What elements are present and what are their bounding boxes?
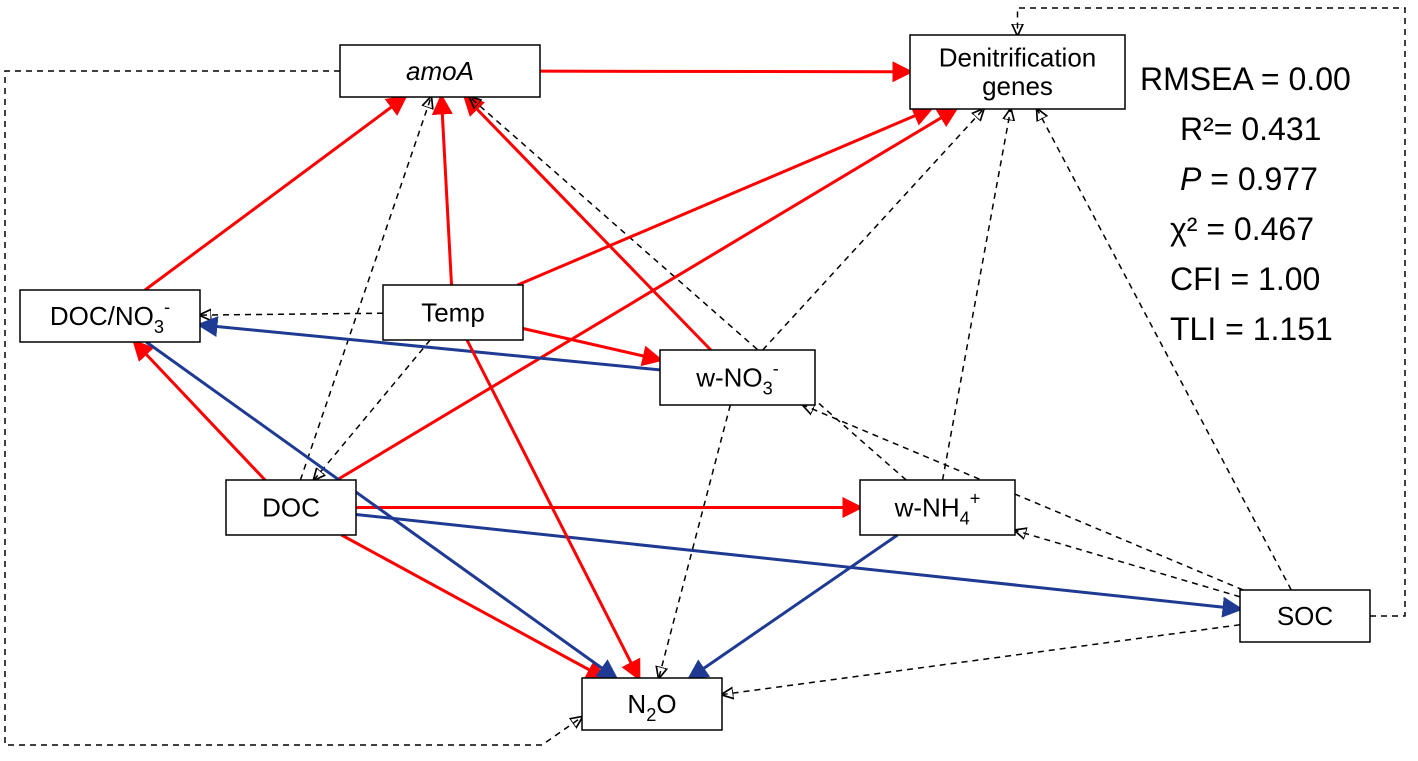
node-denit-label1: Denitrification — [939, 42, 1097, 72]
edge-temp-docno3 — [200, 313, 383, 315]
stat-4: CFI = 1.00 — [1170, 261, 1320, 297]
node-amoA-label: amoA — [406, 56, 474, 86]
node-soc-label: SOC — [1277, 601, 1333, 631]
edge-wnh4-amoA — [470, 97, 907, 480]
stat-3: χ² = 0.467 — [1170, 211, 1314, 247]
nodes: amoADenitrificationgenesDOC/NO3-Tempw-NO… — [20, 35, 1370, 730]
edge-docno3-amoA — [145, 97, 405, 290]
edge-temp-amoA — [441, 97, 451, 285]
node-docno3-label: DOC/NO3- — [50, 297, 170, 337]
node-denit-label2: genes — [982, 71, 1053, 101]
stat-5: TLI = 1.151 — [1170, 311, 1333, 347]
edge-amoA-n2o-outer — [5, 71, 582, 745]
edge-doc-n2o — [342, 535, 605, 678]
edge-soc-wnh4 — [1015, 530, 1240, 596]
sem-diagram: amoADenitrificationgenesDOC/NO3-Tempw-NO… — [0, 0, 1418, 761]
node-temp-label: Temp — [421, 297, 485, 327]
stat-1: R²= 0.431 — [1180, 111, 1321, 147]
stat-2: P = 0.977 — [1180, 161, 1318, 197]
stat-0: RMSEA = 0.00 — [1140, 61, 1351, 97]
edge-soc-n2o — [722, 625, 1240, 695]
edge-wno3-denit — [763, 109, 984, 350]
edge-wno3-n2o — [659, 405, 730, 678]
edge-doc-soc — [356, 514, 1240, 609]
edge-doc-docno3 — [135, 342, 265, 480]
fit-statistics: RMSEA = 0.00 R²= 0.431 P = 0.977 χ² = 0.467… — [1140, 61, 1351, 347]
edge-docno3-n2o — [146, 342, 615, 678]
edge-temp-denit — [518, 109, 931, 285]
edge-wnh4-n2o — [690, 535, 898, 678]
node-doc-label: DOC — [262, 492, 320, 522]
edge-amoA-denit — [540, 71, 910, 72]
edge-wnh4-denit — [943, 109, 1011, 480]
